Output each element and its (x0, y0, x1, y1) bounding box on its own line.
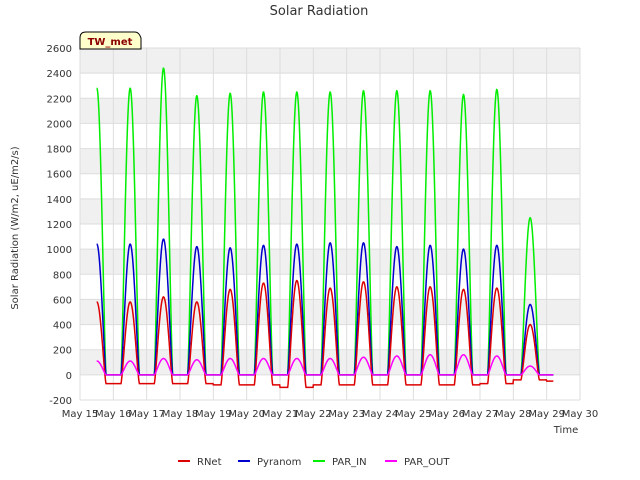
x-tick-label: May 15 (62, 409, 99, 420)
x-axis-title: Time (553, 425, 578, 436)
grid-band (80, 349, 580, 375)
site-badge-label: TW_met (88, 37, 133, 48)
x-tick-label: May 24 (362, 409, 399, 420)
y-tick-label: 1000 (47, 245, 72, 256)
chart-title: Solar Radiation (270, 4, 369, 19)
x-tick-label: May 25 (395, 409, 432, 420)
y-tick-label: 1800 (47, 145, 72, 156)
site-badge-box (79, 31, 142, 50)
y-tick-label: 200 (53, 346, 72, 357)
grid-band (80, 249, 580, 275)
x-tick-label: May 19 (195, 409, 232, 420)
x-tick-label: May 21 (262, 409, 299, 420)
x-tick-label: May 16 (95, 409, 132, 420)
y-tick-label: 2200 (47, 94, 72, 105)
legend-label: PAR_OUT (404, 457, 450, 468)
site-badge: TW_met (79, 31, 142, 50)
y-tick-label: 400 (53, 321, 72, 332)
series-layer (96, 67, 554, 389)
x-tick-label: May 28 (495, 409, 532, 420)
y-axis-title: Solar Radiation (W/m2, uE/m2/s) (10, 146, 21, 309)
x-tick-label: May 17 (128, 409, 165, 420)
y-tick-label: 0 (66, 371, 72, 382)
x-tick-label: May 29 (528, 409, 565, 420)
x-tick-label: May 18 (162, 409, 199, 420)
grid-band (80, 48, 580, 74)
grid-band (80, 148, 580, 174)
y-tick-label: 2400 (47, 69, 72, 80)
y-tick-label: 1200 (47, 220, 72, 231)
y-tick-label: -200 (49, 396, 72, 407)
legend-label: RNet (197, 457, 222, 468)
series-line-par-out (96, 353, 554, 376)
y-tick-label: 2600 (47, 44, 72, 55)
y-tick-label: 800 (53, 270, 72, 281)
y-tick-label: 1600 (47, 170, 72, 181)
y-axis-ticks: -200 0 200 400 600 800 1000 1200 1400 1600 1800 200… (47, 44, 72, 407)
x-tick-label: May 26 (428, 409, 465, 420)
legend: RNet Pyranom PAR_IN PAR_OUT (178, 457, 450, 468)
grid-lines (79, 47, 581, 401)
grid-band (80, 299, 580, 325)
legend-label: PAR_IN (332, 457, 367, 468)
x-tick-label: May 20 (228, 409, 265, 420)
y-tick-label: 1400 (47, 195, 72, 206)
series-line-rnet (96, 279, 554, 389)
legend-label: Pyranom (257, 457, 301, 468)
y-tick-label: 600 (53, 295, 72, 306)
grid-band (80, 98, 580, 124)
x-tick-label: May 27 (462, 409, 499, 420)
grid-band (80, 198, 580, 224)
y-tick-label: 2000 (47, 119, 72, 130)
x-tick-label: May 22 (295, 409, 332, 420)
x-tick-label: May 30 (562, 409, 599, 420)
x-tick-label: May 23 (328, 409, 365, 420)
